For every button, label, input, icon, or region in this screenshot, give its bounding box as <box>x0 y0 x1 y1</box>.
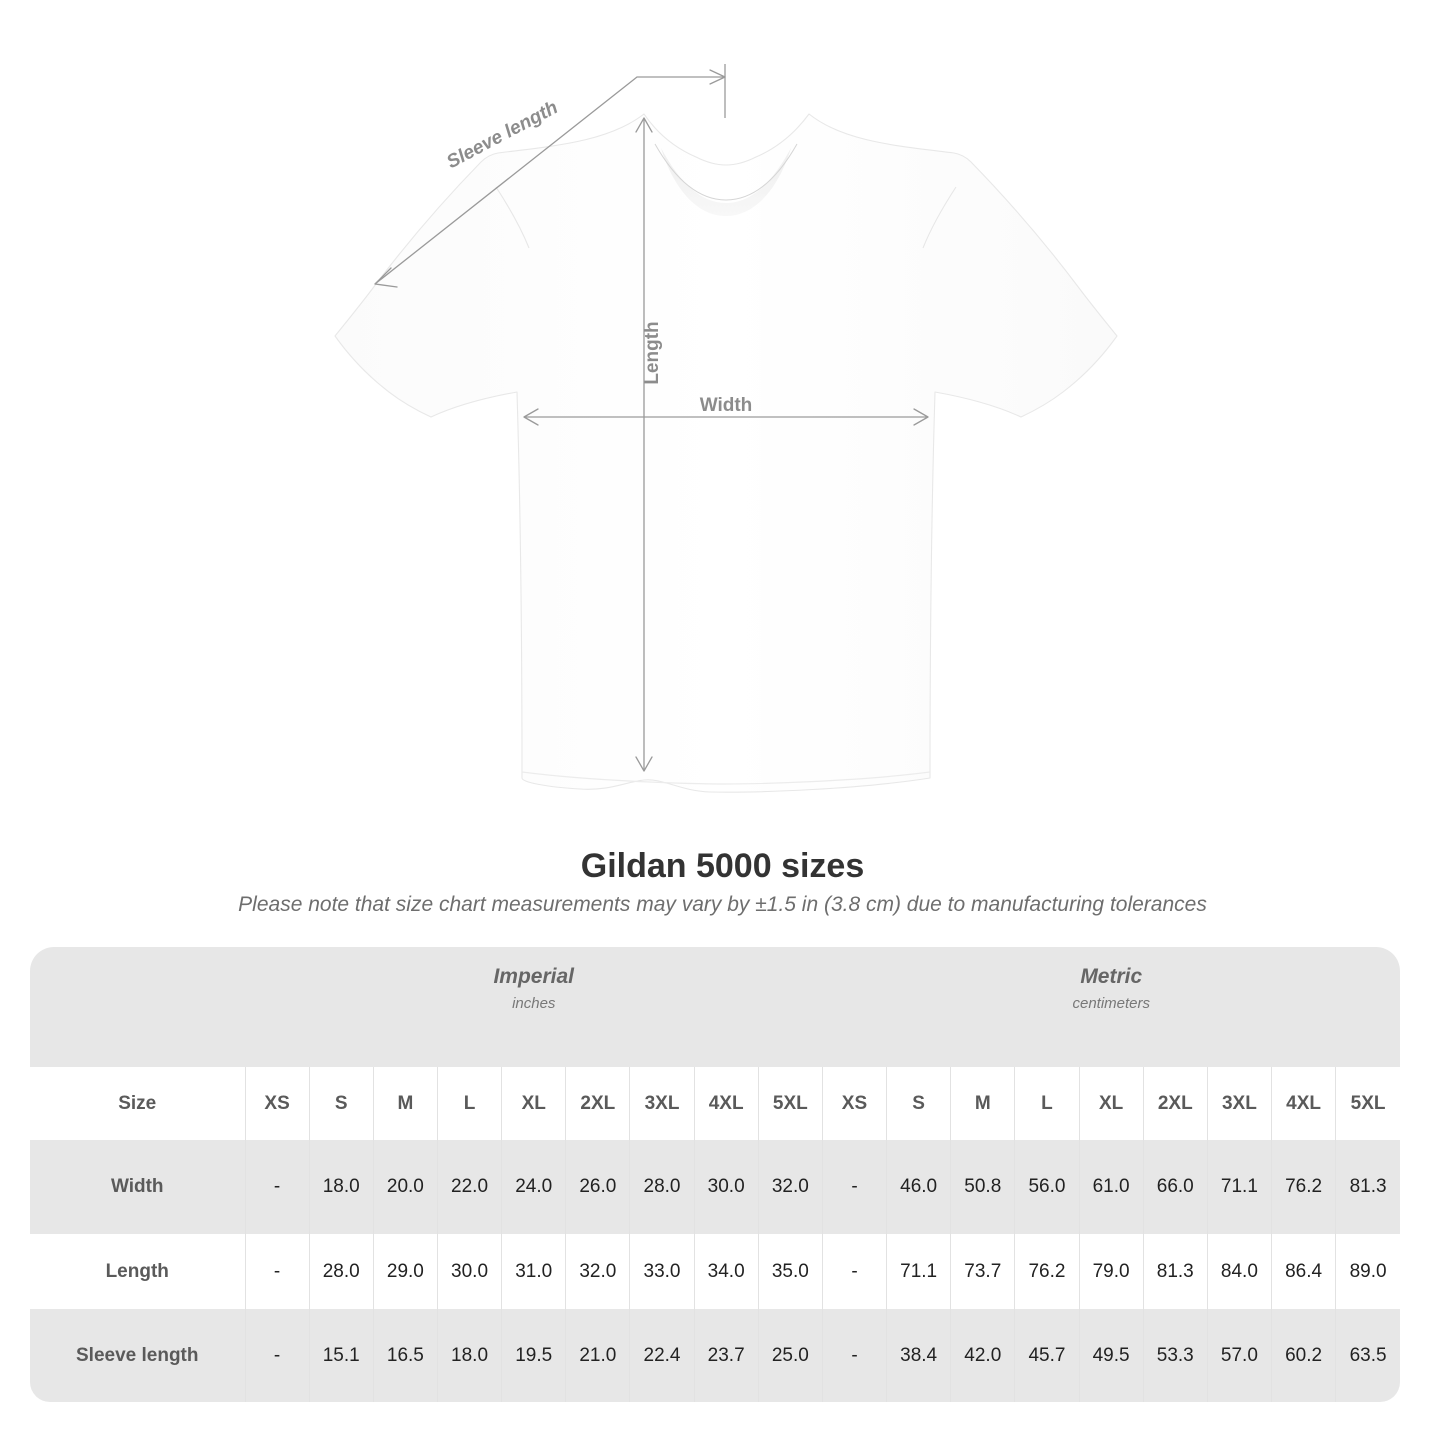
svg-text:Length: Length <box>642 321 663 384</box>
svg-text:Width: Width <box>700 395 753 416</box>
